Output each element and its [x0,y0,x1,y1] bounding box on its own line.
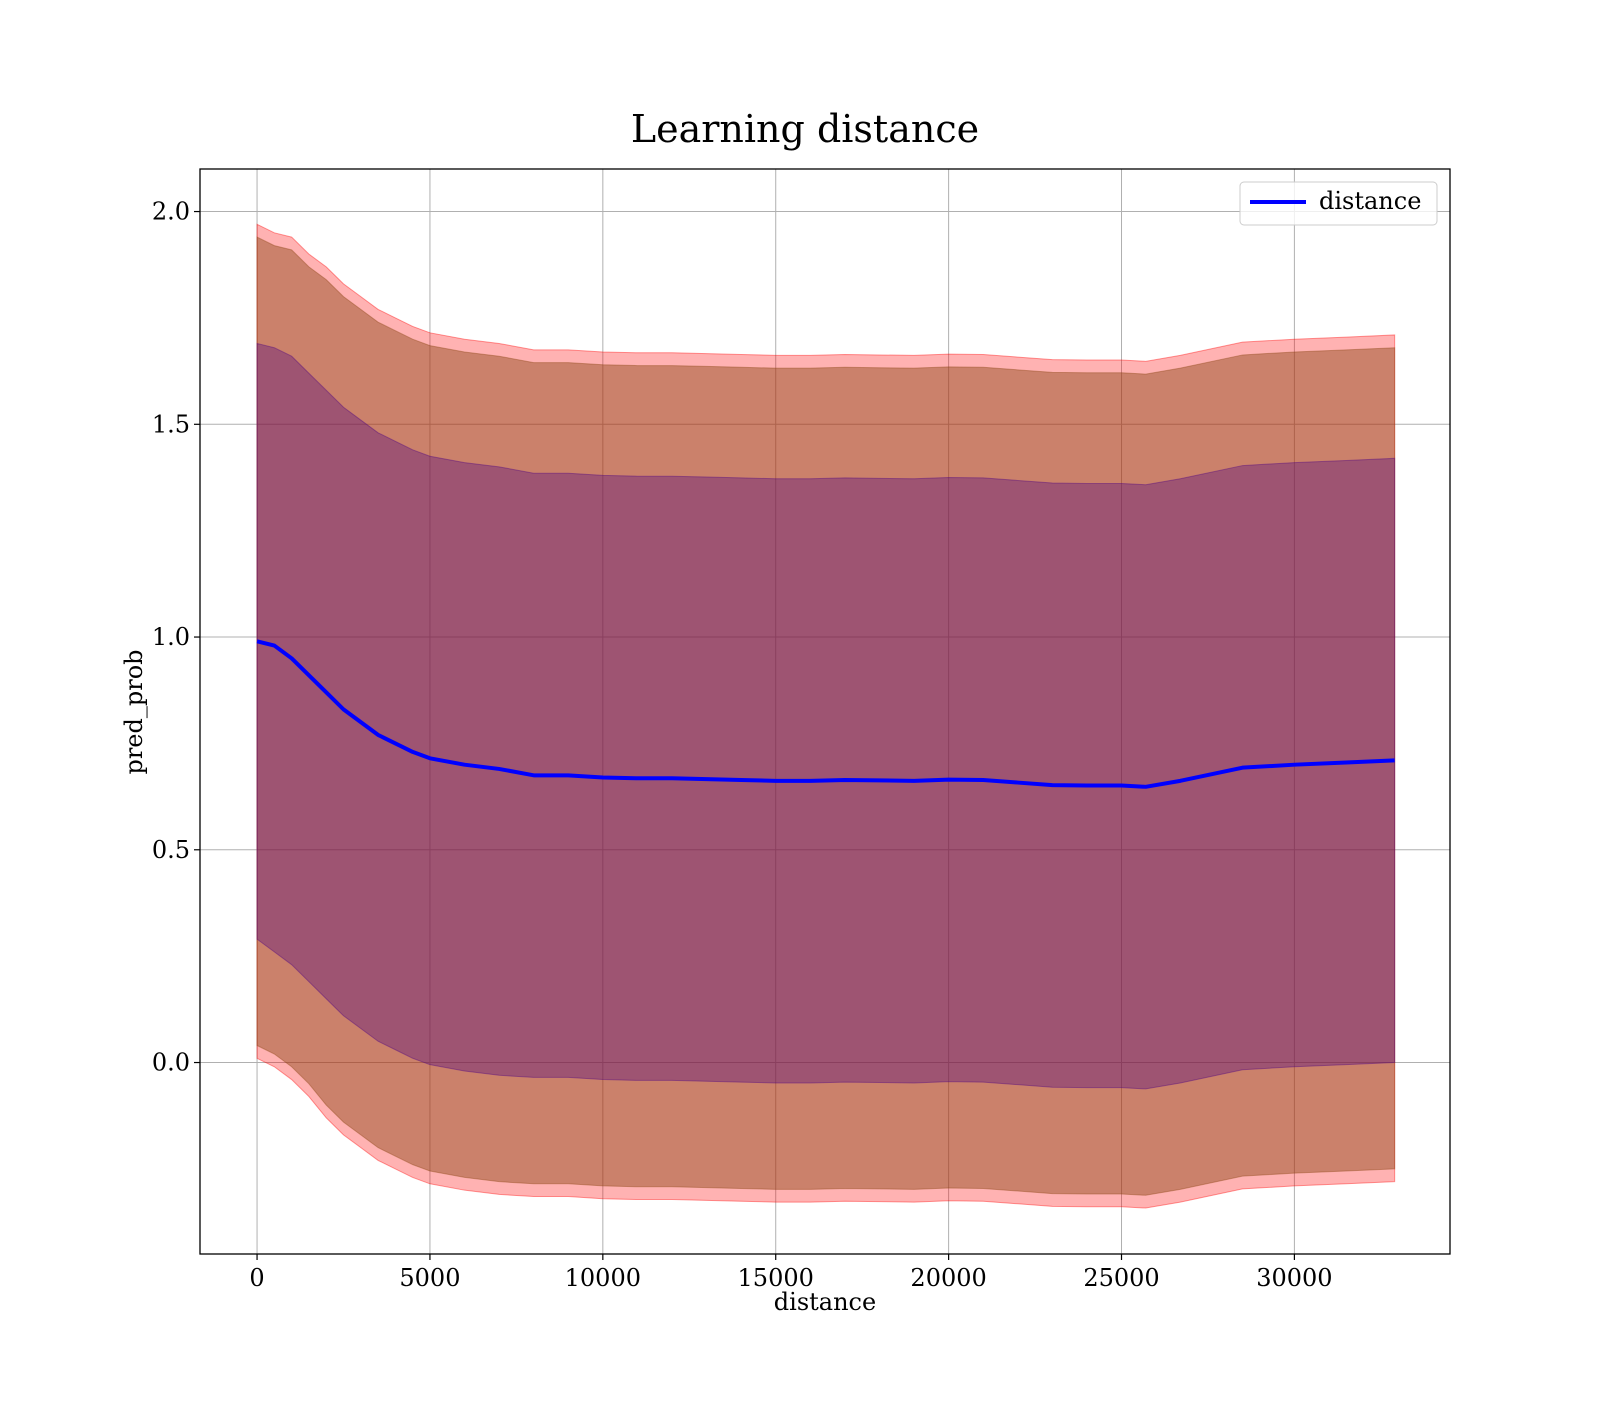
series-line-distance [256,639,1395,789]
band-core [256,342,1396,1090]
x-tick-label: 25000 [1083,1264,1159,1292]
grid-layer [200,169,1450,1254]
x-tick-label: 0 [249,1264,264,1292]
y-tick-label: 1.5 [152,410,190,438]
x-axis-ticks: 0 5000 10000 15000 20000 25000 30000 [249,1254,1333,1292]
x-tick-label: 20000 [910,1264,986,1292]
y-tick-label: 0.0 [152,1049,190,1077]
chart-title: Learning distance [631,107,979,151]
y-tick-label: 2.0 [152,198,190,226]
x-tick-label: 15000 [738,1264,814,1292]
y-axis-label: pred_prob [120,649,148,774]
line-layer [256,639,1395,789]
legend-box [1239,181,1438,226]
x-tick-label: 5000 [399,1264,460,1292]
y-tick-label: 1.0 [152,623,190,651]
x-tick-label: 10000 [565,1264,641,1292]
plot-frame [199,168,1451,1255]
legend-label-distance: distance [1319,187,1421,215]
band-layer [256,223,1396,1209]
y-tick-label: 0.5 [152,836,190,864]
band-inner [256,236,1396,1196]
legend: distance [1239,181,1438,226]
x-axis-label: distance [774,1288,876,1316]
x-tick-label: 30000 [1256,1264,1332,1292]
y-axis-ticks: 0.0 0.5 1.0 1.5 2.0 [152,198,200,1077]
band-outer [256,223,1396,1209]
